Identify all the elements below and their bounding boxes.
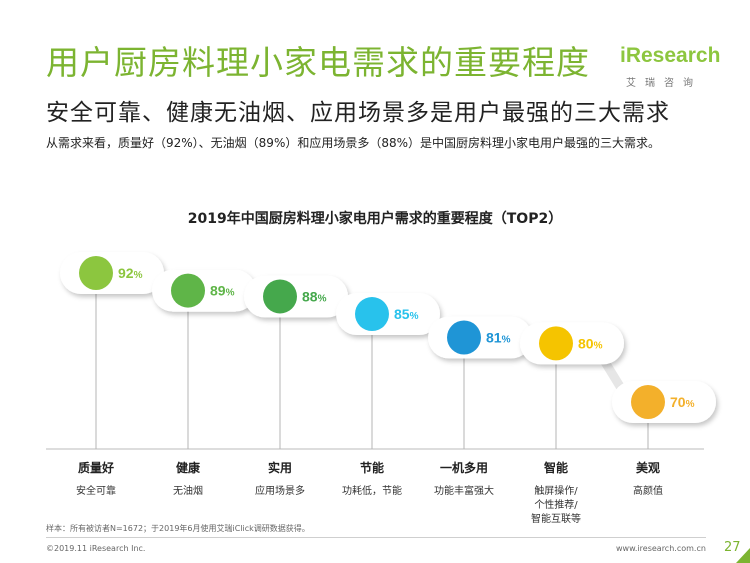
value-label: 89% [210,283,235,299]
logo-subtext: 艾瑞咨询 [626,78,702,89]
value-label: 81% [486,330,511,346]
iresearch-logo: iResearch 艾瑞咨询 [620,44,730,90]
description-label: 功耗低，节能 [342,484,402,497]
category-label: 节能 [360,460,384,475]
category-label: 美观 [636,460,660,475]
data-point [447,320,481,355]
description-label: 触屏操作/个性推荐/智能互联等 [531,484,581,525]
value-label: 80% [578,335,603,351]
logo-text: iResearch [620,44,721,67]
description-label: 高颜值 [633,484,663,497]
page-subtitle: 安全可靠、健康无油烟、应用场景多是用户最强的三大需求 [46,100,670,126]
data-point [539,326,573,361]
description-label: 无油烟 [173,484,203,497]
category-label: 实用 [268,460,292,475]
data-point [355,297,389,332]
description-label: 安全可靠 [76,484,116,497]
value-label: 70% [670,394,695,410]
page-title: 用户厨房料理小家电需求的重要程度 [46,43,590,82]
corner-decoration [736,548,750,563]
description-label: 应用场景多 [255,484,305,497]
footer-divider [46,537,706,538]
data-point [631,385,665,419]
value-label: 88% [302,288,327,304]
data-point [79,256,113,290]
category-label: 一机多用 [440,460,488,475]
description-label: 功能丰富强大 [434,484,494,497]
category-label: 智能 [543,460,568,475]
website-link[interactable]: www.iresearch.com.cn [616,544,706,553]
copyright: ©2019.11 iResearch Inc. [46,544,146,553]
footnote: 样本：所有被访者N=1672；于2019年6月使用艾瑞iClick调研数据获得。 [46,524,310,533]
value-label: 92% [118,265,143,281]
data-point [263,279,297,314]
summary-text: 从需求来看，质量好（92%）、无油烟（89%）和应用场景多（88%）是中国厨房料… [46,136,661,150]
category-label: 质量好 [78,460,114,475]
chart-title: 2019年中国厨房料理小家电用户需求的重要程度（TOP2） [187,211,563,227]
category-label: 健康 [176,460,201,475]
value-label: 85% [394,306,419,322]
data-point [171,273,205,308]
